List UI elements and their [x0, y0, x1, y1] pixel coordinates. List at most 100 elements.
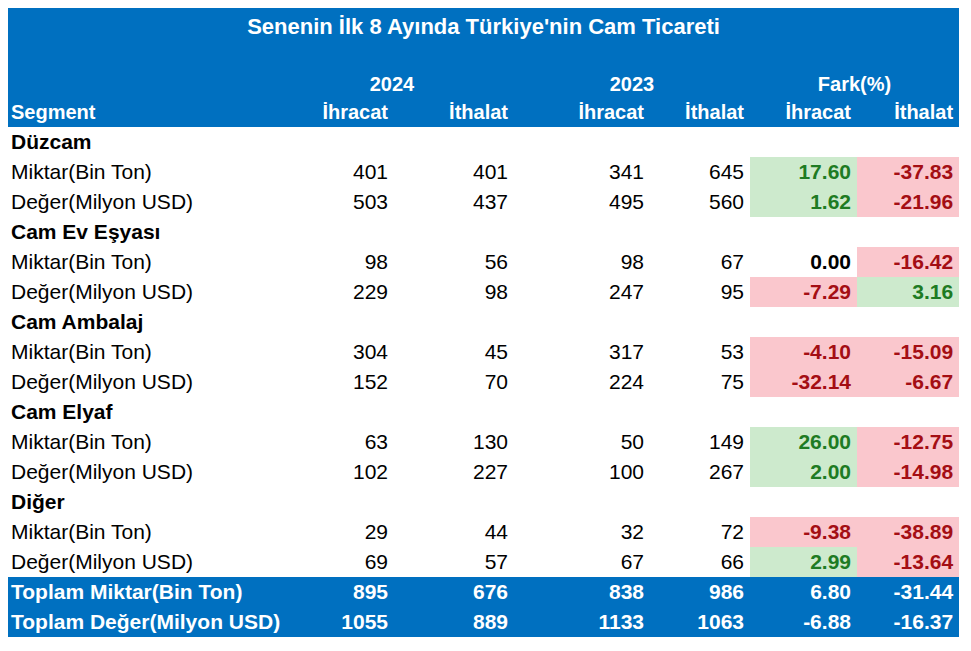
empty-cell: [270, 307, 394, 337]
data-row: Değer(Milyon USD)1022271002672.00-14.98: [8, 457, 959, 487]
value-cell: 102: [270, 457, 394, 487]
total-row: Toplam Değer(Milyon USD)105588911331063-…: [8, 607, 959, 637]
value-cell: 53: [650, 337, 750, 367]
value-cell: 401: [394, 157, 514, 187]
total-value-cell: 986: [650, 577, 750, 607]
value-cell: 75: [650, 367, 750, 397]
header-spacer-row: [8, 45, 959, 70]
value-cell: 645: [650, 157, 750, 187]
glass-trade-table: Senenin İlk 8 Ayında Türkiye'nin Cam Tic…: [8, 8, 959, 637]
value-cell: 341: [514, 157, 650, 187]
data-row: Miktar(Bin Ton)40140134164517.60-37.83: [8, 157, 959, 187]
value-cell: 247: [514, 277, 650, 307]
group-2024: 2024: [270, 70, 514, 98]
fark-cell-positive: 2.00: [750, 457, 857, 487]
value-cell: 63: [270, 427, 394, 457]
total-value-cell: 838: [514, 577, 650, 607]
group-2023: 2023: [514, 70, 750, 98]
empty-cell: [394, 217, 514, 247]
data-row: Miktar(Bin Ton)985698670.00-16.42: [8, 247, 959, 277]
fark-cell-neutral: 0.00: [750, 247, 857, 277]
empty-cell: [394, 307, 514, 337]
fark-cell-positive: 3.16: [857, 277, 959, 307]
fark-cell-positive: 17.60: [750, 157, 857, 187]
title-row: Senenin İlk 8 Ayında Türkiye'nin Cam Tic…: [8, 8, 959, 45]
value-cell: 72: [650, 517, 750, 547]
value-cell: 50: [514, 427, 650, 457]
value-cell: 56: [394, 247, 514, 277]
value-cell: 401: [270, 157, 394, 187]
col-header-2023-ithalat: İthalat: [650, 98, 750, 127]
empty-cell: [514, 487, 650, 517]
empty-cell: [514, 307, 650, 337]
fark-cell-negative: -13.64: [857, 547, 959, 577]
trade-data-grid: Senenin İlk 8 Ayında Türkiye'nin Cam Tic…: [8, 8, 959, 637]
fark-cell-positive: 26.00: [750, 427, 857, 457]
row-label: Miktar(Bin Ton): [8, 337, 270, 367]
empty-cell: [750, 127, 857, 157]
total-value-cell: 6.80: [750, 577, 857, 607]
row-label: Değer(Milyon USD): [8, 187, 270, 217]
value-cell: 224: [514, 367, 650, 397]
value-cell: 229: [270, 277, 394, 307]
row-label: Değer(Milyon USD): [8, 277, 270, 307]
empty-cell: [394, 397, 514, 427]
col-header-fark-ihracat: İhracat: [750, 98, 857, 127]
segment-row: Düzcam: [8, 127, 959, 157]
segment-name: Cam Elyaf: [8, 397, 270, 427]
data-row: Değer(Milyon USD)2299824795-7.293.16: [8, 277, 959, 307]
value-cell: 149: [650, 427, 750, 457]
segment-name: Düzcam: [8, 127, 270, 157]
segment-name: Cam Ev Eşyası: [8, 217, 270, 247]
row-label: Değer(Milyon USD): [8, 367, 270, 397]
fark-cell-negative: -38.89: [857, 517, 959, 547]
empty-cell: [394, 127, 514, 157]
empty-cell: [270, 397, 394, 427]
value-cell: 67: [514, 547, 650, 577]
value-cell: 29: [270, 517, 394, 547]
empty-cell: [650, 307, 750, 337]
fark-cell-negative: -37.83: [857, 157, 959, 187]
empty-cell: [394, 487, 514, 517]
segment-name: Diğer: [8, 487, 270, 517]
value-cell: 503: [270, 187, 394, 217]
value-cell: 98: [394, 277, 514, 307]
header-spacer: [8, 45, 959, 70]
data-row: Değer(Milyon USD)695767662.99-13.64: [8, 547, 959, 577]
value-cell: 317: [514, 337, 650, 367]
empty-cell: [750, 307, 857, 337]
group-empty-cell: [8, 70, 270, 98]
row-label: Miktar(Bin Ton): [8, 157, 270, 187]
total-value-cell: -6.88: [750, 607, 857, 637]
total-value-cell: 1063: [650, 607, 750, 637]
fark-cell-negative: -16.42: [857, 247, 959, 277]
data-row: Miktar(Bin Ton)29443272-9.38-38.89: [8, 517, 959, 547]
total-value-cell: -31.44: [857, 577, 959, 607]
data-row: Miktar(Bin Ton)3044531753-4.10-15.09: [8, 337, 959, 367]
segment-row: Cam Ambalaj: [8, 307, 959, 337]
empty-cell: [857, 307, 959, 337]
row-label: Değer(Milyon USD): [8, 547, 270, 577]
empty-cell: [650, 127, 750, 157]
empty-cell: [857, 487, 959, 517]
empty-cell: [514, 127, 650, 157]
value-cell: 304: [270, 337, 394, 367]
value-cell: 100: [514, 457, 650, 487]
value-cell: 70: [394, 367, 514, 397]
year-group-row: 2024 2023 Fark(%): [8, 70, 959, 98]
fark-cell-negative: -7.29: [750, 277, 857, 307]
empty-cell: [270, 217, 394, 247]
value-cell: 437: [394, 187, 514, 217]
total-value-cell: 676: [394, 577, 514, 607]
empty-cell: [514, 217, 650, 247]
value-cell: 152: [270, 367, 394, 397]
column-header-row: Segment İhracat İthalat İhracat İthalat …: [8, 98, 959, 127]
value-cell: 95: [650, 277, 750, 307]
empty-cell: [857, 397, 959, 427]
fark-cell-negative: -4.10: [750, 337, 857, 367]
empty-cell: [750, 397, 857, 427]
value-cell: 98: [514, 247, 650, 277]
fark-cell-negative: -12.75: [857, 427, 959, 457]
fark-cell-positive: 1.62: [750, 187, 857, 217]
value-cell: 227: [394, 457, 514, 487]
